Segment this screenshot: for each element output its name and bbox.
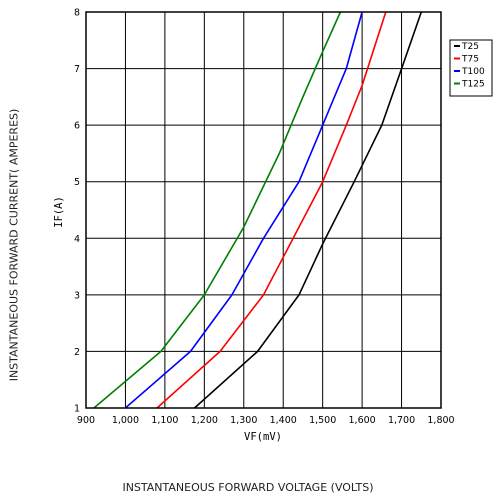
series-lines [93,11,423,409]
x-tick-label: 1,600 [349,415,376,426]
y-tick-labels: 1 2 3 4 5 6 7 8 [74,8,80,415]
x-tick-label: 1,700 [388,415,415,426]
y-tick-label: 4 [74,234,80,245]
y-tick-label: 8 [74,8,80,19]
y-tick-label: 5 [74,177,80,188]
x-tick-label: 1,500 [309,415,336,426]
series-line-t100 [124,11,363,409]
plot-area [86,12,441,408]
legend: T25 T75 T100 T125 [449,39,493,97]
x-tick-label: 1,000 [112,415,139,426]
y-tick-label: 1 [74,404,80,415]
x-tick-label: 1,300 [230,415,257,426]
y-axis-label: IF(A) [53,196,65,228]
series-line-t75 [156,11,387,409]
plot-frame [85,11,442,409]
legend-entry-t25: T25 [461,42,479,52]
x-tick-label: 900 [77,415,95,426]
legend-entry-t125: T125 [461,80,485,90]
x-tick-label: 1,400 [270,415,297,426]
y-tick-label: 2 [74,347,80,358]
outer-x-axis-label: INSTANTANEOUS FORWARD VOLTAGE (VOLTS) [122,481,374,494]
x-tick-label: 1,200 [191,415,218,426]
outer-y-axis-label: INSTANTANEOUS FORWARD CURRENT( AMPERES) [7,108,21,382]
x-axis-label: VF(mV) [244,431,282,443]
y-tick-label: 6 [74,121,80,132]
series-line-t25 [193,11,423,409]
x-tick-label: 1,800 [427,415,454,426]
x-tick-labels: 900 1,000 1,100 1,200 1,300 1,400 1,500 1,600 1,… [77,415,455,426]
series-line-t125 [93,11,342,409]
legend-entry-t100: T100 [461,67,485,77]
legend-box [449,39,493,97]
y-tick-label: 3 [74,290,80,301]
y-tick-label: 7 [74,64,80,75]
legend-entry-t75: T75 [461,55,479,65]
x-tick-label: 1,100 [151,415,178,426]
